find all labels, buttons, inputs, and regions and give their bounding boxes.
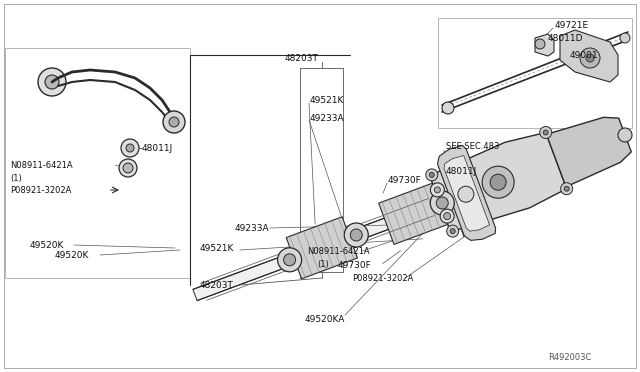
Circle shape — [169, 117, 179, 127]
Circle shape — [38, 68, 66, 96]
Circle shape — [586, 54, 594, 62]
Text: 49520K: 49520K — [30, 241, 65, 250]
Circle shape — [580, 48, 600, 68]
Circle shape — [430, 191, 454, 215]
Text: 49001: 49001 — [570, 51, 598, 60]
Text: 49520K: 49520K — [55, 250, 90, 260]
Polygon shape — [356, 200, 438, 240]
Text: 49233A: 49233A — [235, 224, 269, 232]
Circle shape — [540, 126, 552, 138]
Text: N08911-6421A: N08911-6421A — [307, 247, 370, 256]
Circle shape — [426, 169, 438, 181]
Circle shape — [121, 139, 139, 157]
Text: (1): (1) — [317, 260, 329, 269]
Text: N08911-6421A: N08911-6421A — [10, 160, 72, 170]
Text: 49721E: 49721E — [555, 20, 589, 29]
Polygon shape — [286, 217, 358, 279]
Text: 48011J: 48011J — [445, 167, 477, 176]
Circle shape — [429, 172, 435, 177]
Text: 48011J: 48011J — [142, 144, 173, 153]
Text: P08921-3202A: P08921-3202A — [10, 186, 72, 195]
Text: 48203T: 48203T — [200, 280, 234, 289]
Circle shape — [440, 209, 454, 223]
Circle shape — [490, 174, 506, 190]
Polygon shape — [193, 249, 305, 301]
Circle shape — [458, 186, 474, 202]
Circle shape — [45, 75, 59, 89]
Polygon shape — [444, 155, 490, 231]
Circle shape — [436, 197, 448, 209]
Circle shape — [535, 39, 545, 49]
Circle shape — [123, 163, 133, 173]
Circle shape — [482, 166, 514, 198]
Circle shape — [447, 225, 459, 237]
Circle shape — [564, 186, 569, 191]
Text: 49233A: 49233A — [310, 113, 344, 122]
Circle shape — [350, 229, 362, 241]
Bar — [5, 48, 190, 278]
Text: P08921-3202A: P08921-3202A — [352, 274, 413, 283]
Text: (1): (1) — [10, 173, 22, 183]
Polygon shape — [535, 34, 554, 56]
Bar — [438, 18, 632, 128]
Polygon shape — [379, 182, 450, 244]
Circle shape — [442, 102, 454, 114]
Circle shape — [278, 248, 301, 272]
Polygon shape — [560, 30, 618, 82]
Polygon shape — [429, 132, 566, 232]
Text: 49521K: 49521K — [200, 244, 234, 253]
Circle shape — [163, 111, 185, 133]
Text: R492003C: R492003C — [548, 353, 591, 362]
Text: 48203T: 48203T — [285, 54, 319, 62]
Text: SEE SEC.483: SEE SEC.483 — [445, 142, 499, 151]
Circle shape — [543, 130, 548, 135]
Text: 49730F: 49730F — [337, 261, 371, 270]
Circle shape — [450, 229, 455, 234]
Circle shape — [620, 33, 630, 43]
Text: 48011D: 48011D — [548, 33, 584, 42]
Text: 49520KA: 49520KA — [305, 315, 346, 324]
Circle shape — [561, 183, 573, 195]
Circle shape — [618, 128, 632, 142]
Circle shape — [126, 144, 134, 152]
Circle shape — [444, 213, 451, 219]
Text: 49730F: 49730F — [388, 176, 422, 185]
Circle shape — [284, 254, 296, 266]
Polygon shape — [438, 145, 495, 240]
Polygon shape — [547, 117, 631, 187]
Text: 49521K: 49521K — [310, 96, 344, 105]
Circle shape — [344, 223, 368, 247]
Circle shape — [435, 187, 440, 193]
Circle shape — [119, 159, 137, 177]
Circle shape — [430, 183, 444, 197]
